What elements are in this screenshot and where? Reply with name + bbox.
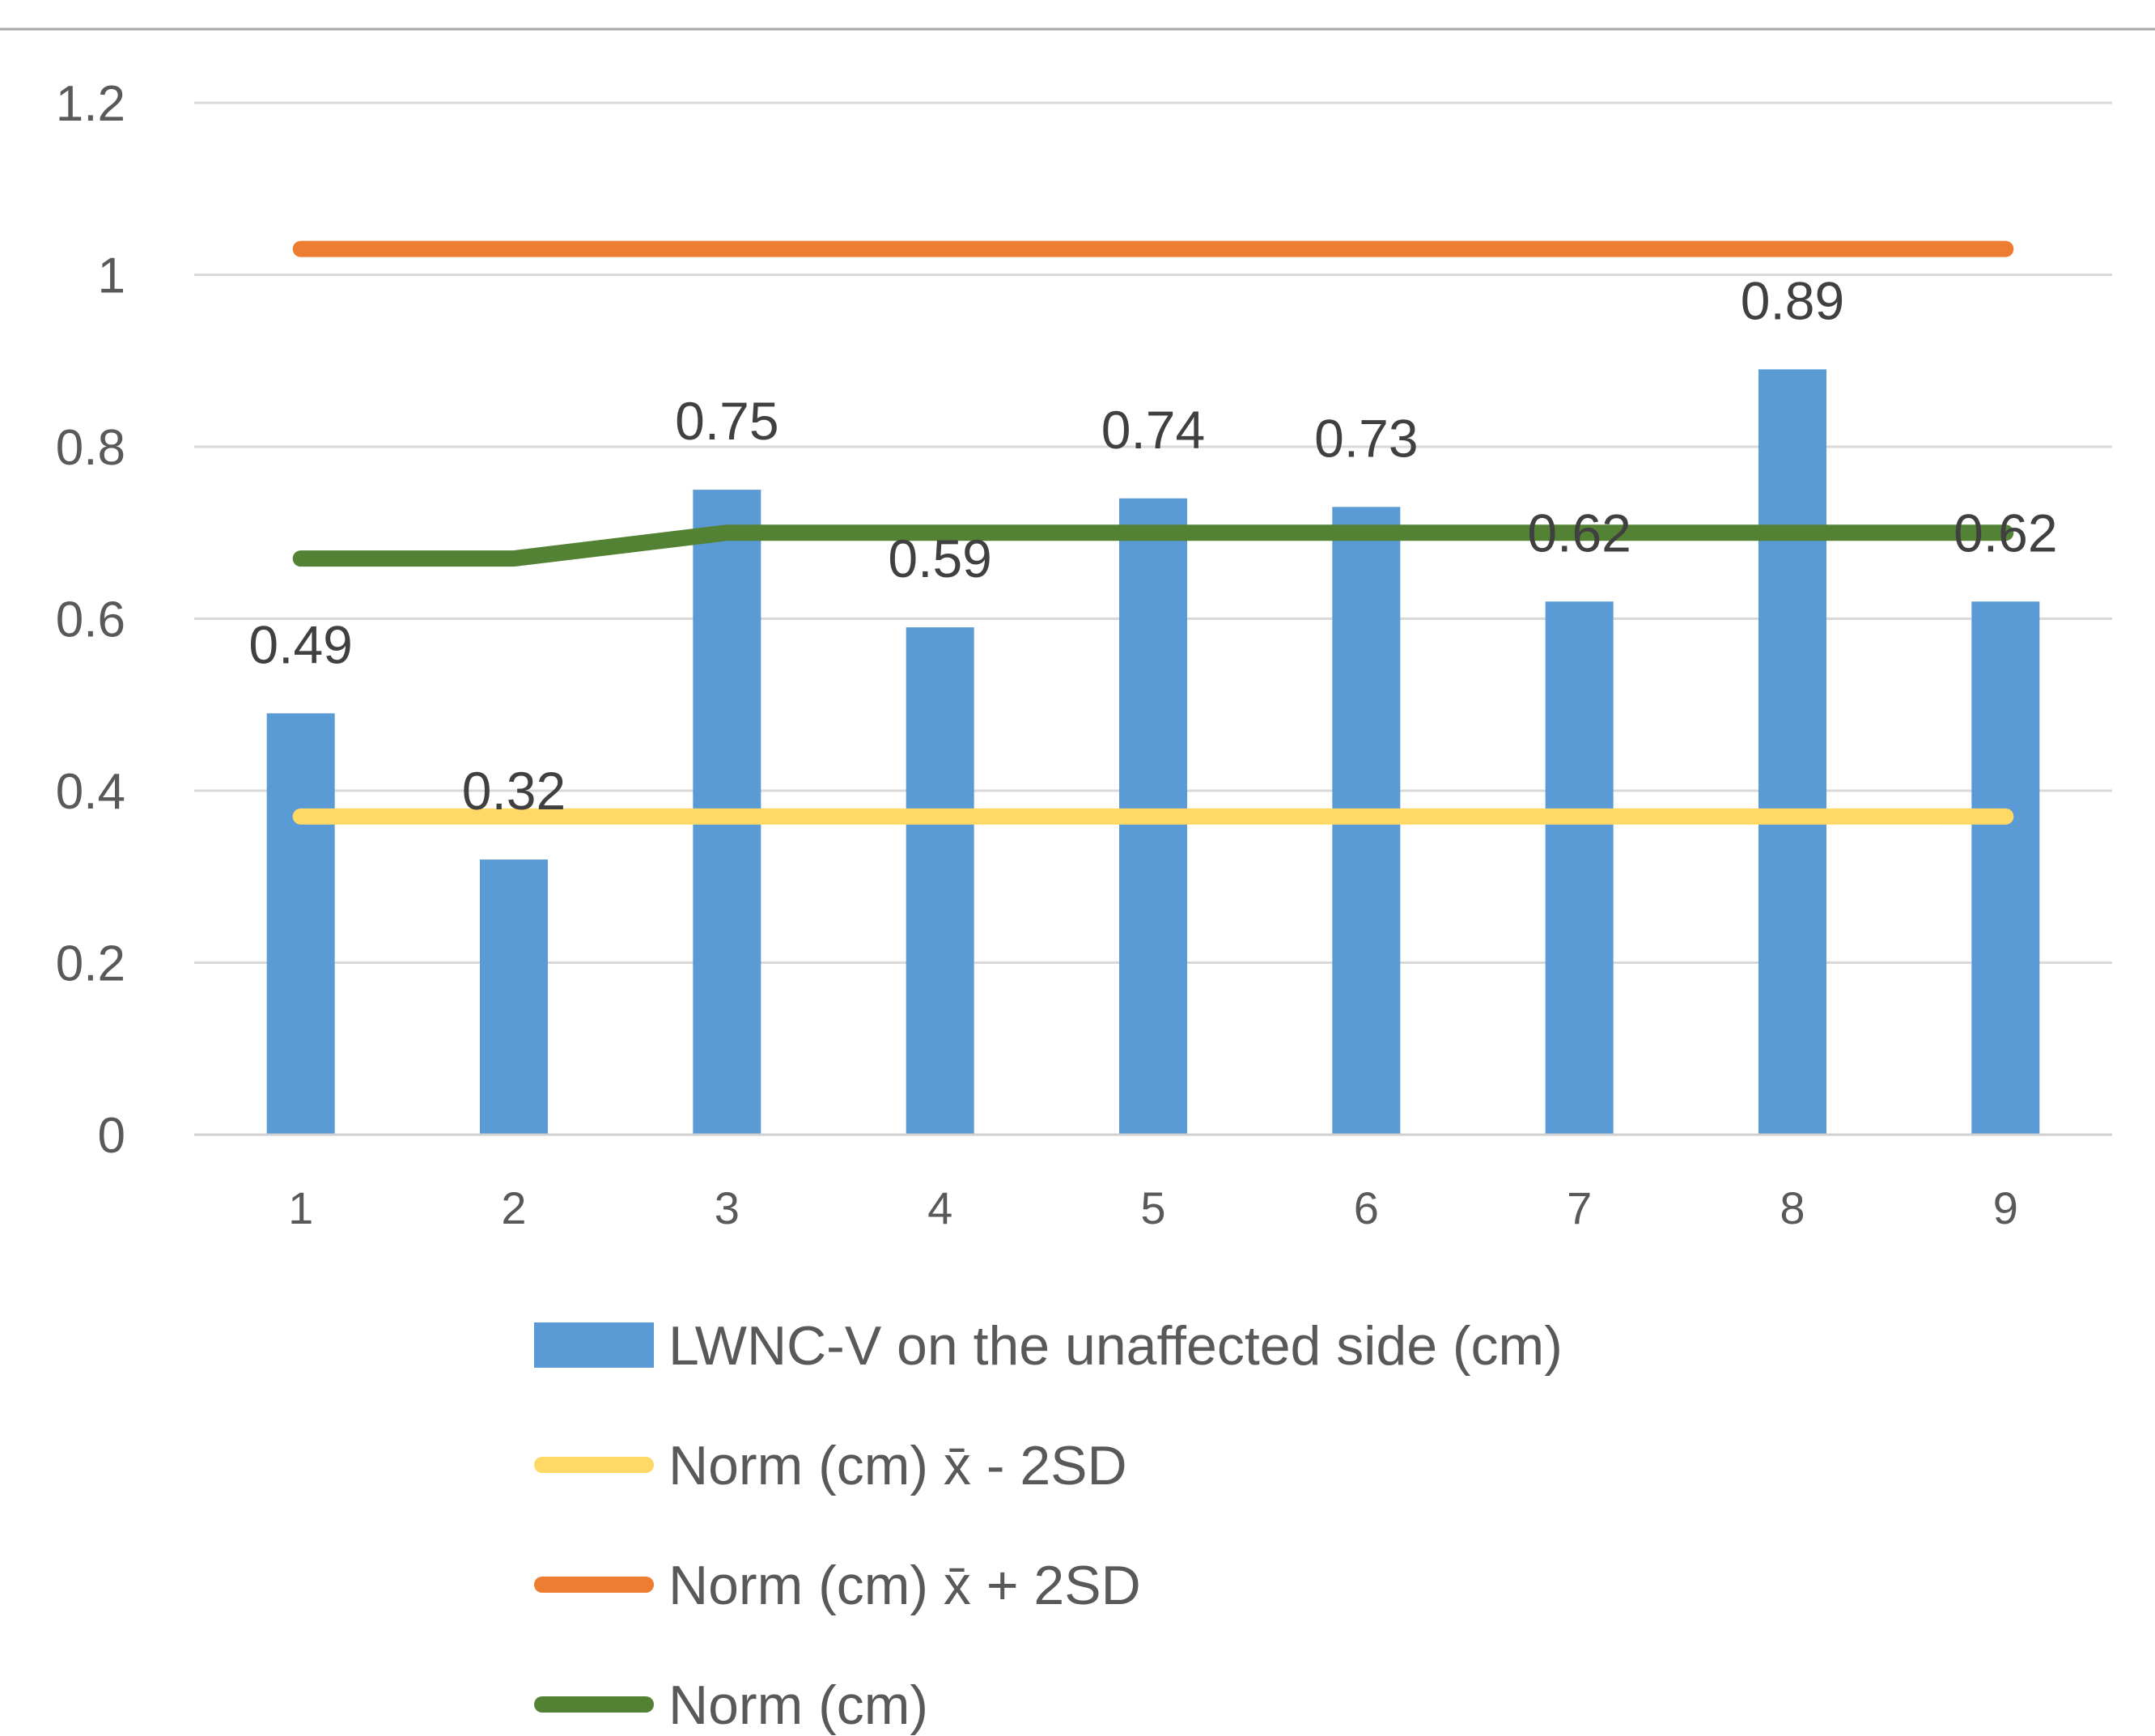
bar-data-label: 0.62: [1953, 503, 2057, 562]
bar-series: [266, 369, 2040, 1135]
bar: [906, 627, 974, 1135]
legend-swatch-bar: [534, 1322, 654, 1368]
legend-label: Norm (cm): [668, 1674, 928, 1736]
y-tick-label: 0.2: [56, 936, 125, 992]
bar-data-label: 0.32: [462, 761, 566, 821]
y-tick-label: 0.6: [56, 592, 125, 648]
series-line: [292, 524, 2014, 567]
bar-data-label: 0.49: [248, 614, 352, 674]
y-tick-label: 1: [98, 248, 125, 304]
data-labels: 0.49 0.32 0.75 0.59 0.74 0.73 0.62 0.89 0.62: [248, 270, 2057, 821]
x-tick-label: 5: [1140, 1182, 1165, 1233]
bar-data-label: 0.59: [888, 528, 991, 588]
legend-label: Norm (cm) x̄ - 2SD: [668, 1435, 1127, 1496]
bar-data-label: 0.89: [1741, 270, 1844, 330]
bar: [266, 713, 335, 1135]
legend-label: LWNC-V on the unaffected side (cm): [668, 1315, 1563, 1377]
bar-data-label: 0.73: [1314, 408, 1418, 468]
bar: [1758, 369, 1826, 1135]
bar: [480, 860, 548, 1135]
bar-data-label: 0.75: [675, 391, 778, 451]
x-tick-label: 1: [288, 1182, 313, 1233]
x-tick-label: 7: [1567, 1182, 1592, 1233]
x-tick-label: 9: [1993, 1182, 2018, 1233]
bar: [1545, 601, 1614, 1135]
x-tick-label: 4: [927, 1182, 952, 1233]
x-axis-ticks: 1 2 3 4 5 6 7 8 9: [288, 1182, 2018, 1233]
y-tick-label: 0: [98, 1108, 125, 1164]
bar-data-label: 0.62: [1527, 503, 1631, 562]
line-series: [292, 240, 2014, 825]
y-tick-label: 1.2: [56, 76, 125, 132]
x-tick-label: 2: [501, 1182, 526, 1233]
bar: [1971, 601, 2040, 1135]
legend-label: Norm (cm) x̄ + 2SD: [668, 1555, 1141, 1616]
x-tick-label: 6: [1354, 1182, 1379, 1233]
x-tick-label: 8: [1780, 1182, 1805, 1233]
y-axis-ticks: 0 0.2 0.4 0.6 0.8 1 1.2: [56, 76, 125, 1164]
x-tick-label: 3: [715, 1182, 740, 1233]
bar-data-label: 0.74: [1101, 400, 1205, 460]
y-tick-label: 0.4: [56, 764, 125, 820]
y-tick-label: 0.8: [56, 420, 125, 476]
legend: LWNC-V on the unaffected side (cm) Norm (…: [534, 1315, 1563, 1736]
